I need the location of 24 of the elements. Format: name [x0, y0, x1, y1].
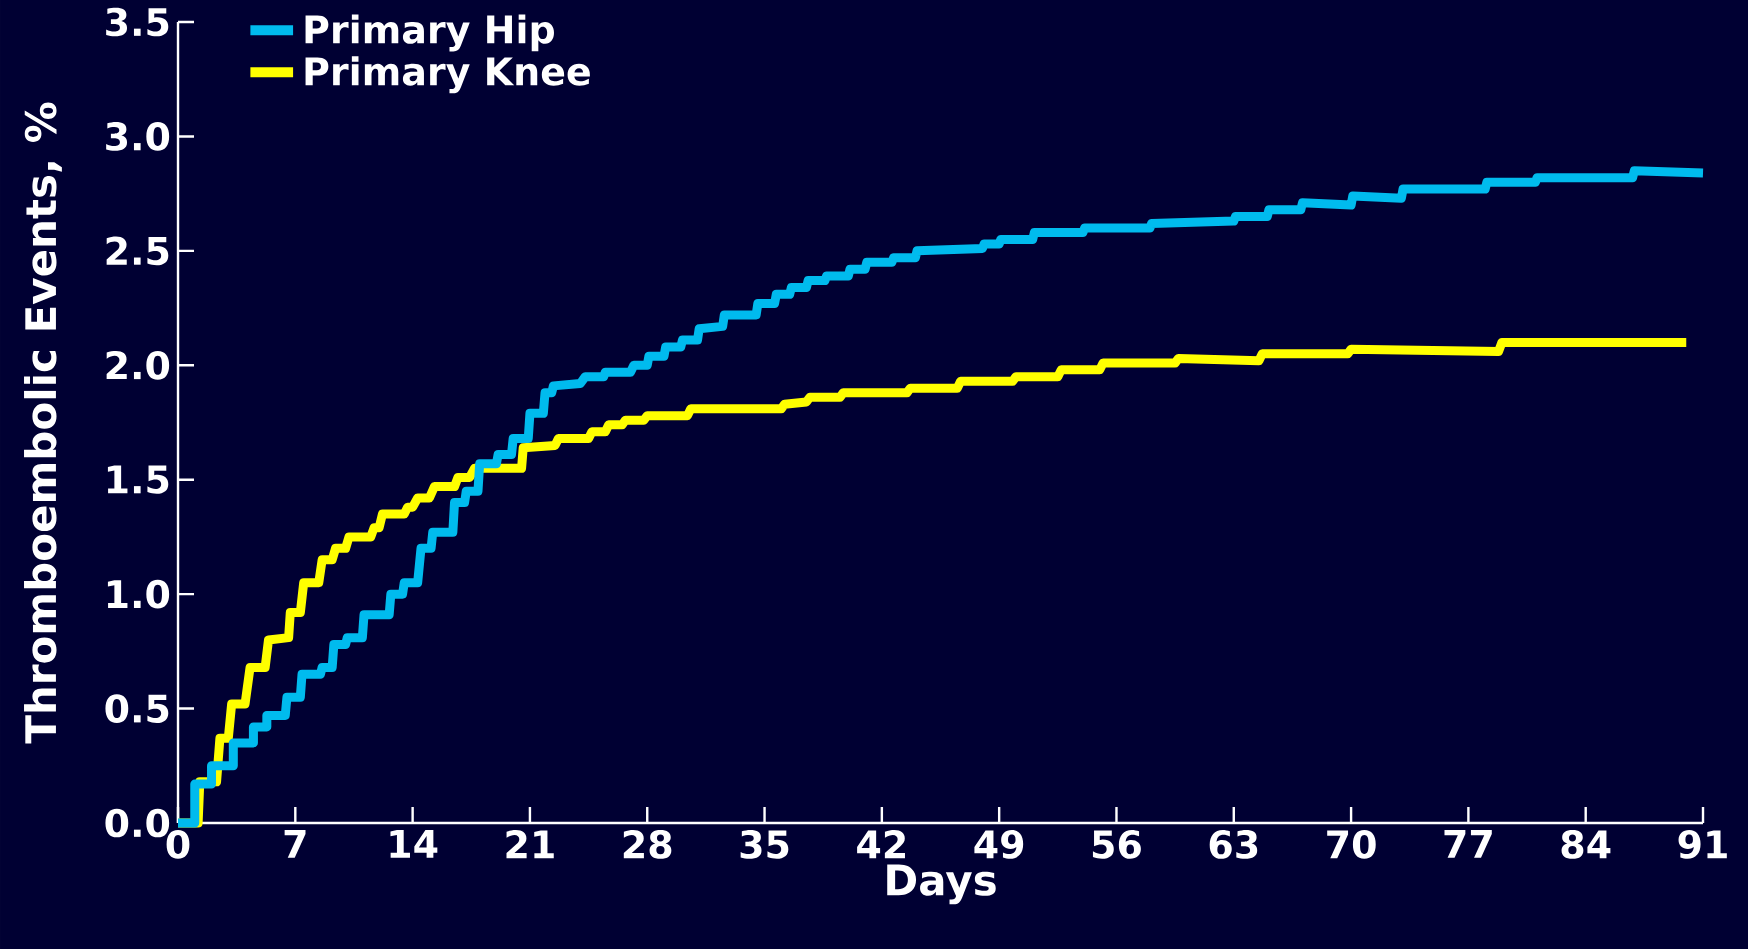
x-tick-label: 28	[623, 830, 672, 859]
x-tick-label: 91	[1678, 830, 1727, 859]
x-tick-label: 77	[1444, 830, 1492, 858]
x-tick-label: 42	[857, 830, 905, 859]
x-tick-label: 7	[284, 830, 306, 858]
y-tick-label: 3.5	[106, 7, 169, 37]
y-tick-label: 3.0	[106, 122, 170, 151]
x-tick-label: 14	[390, 830, 438, 858]
x-axis-title: Days	[887, 864, 996, 905]
x-tick-label: 21	[506, 830, 554, 859]
x-tick-label: 49	[974, 830, 1024, 859]
y-axis-title: Thromboembolic Events, %	[24, 102, 62, 744]
x-tick-label: 84	[1561, 830, 1611, 859]
y-tick-label: 1.0	[107, 579, 170, 609]
legend-label: Primary Knee	[305, 56, 590, 94]
x-tick-label: 56	[1092, 830, 1141, 859]
x-tick-label: 35	[740, 830, 789, 859]
x-tick-label: 63	[1209, 830, 1258, 859]
y-tick-label: 2.0	[106, 350, 170, 380]
x-tick-label: 70	[1327, 830, 1376, 859]
y-tick-label: 0.5	[105, 694, 169, 723]
legend-label: Primary Hip	[305, 14, 554, 52]
y-tick-label: 1.5	[107, 465, 169, 494]
y-tick-label: 2.5	[106, 236, 169, 266]
